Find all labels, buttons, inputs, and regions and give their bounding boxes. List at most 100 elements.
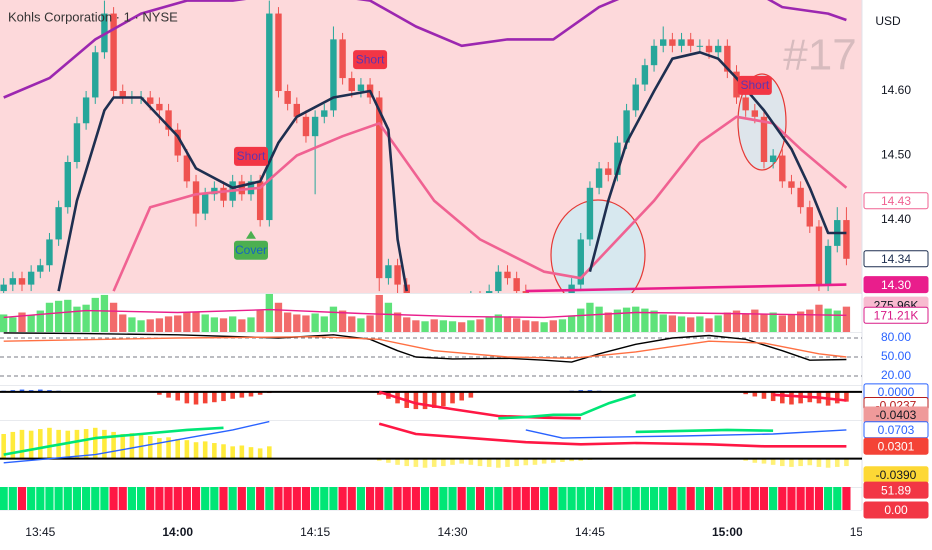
- volume-bar: [164, 316, 173, 332]
- candle-body: [46, 239, 53, 266]
- volume-bar: [577, 308, 585, 332]
- volume-bar: [540, 322, 548, 332]
- signal-block: [512, 487, 521, 510]
- volume-bar: [723, 312, 732, 332]
- histogram-bar: [166, 391, 171, 398]
- y-tick-label: 20.00: [881, 368, 911, 382]
- signal-block: [54, 487, 63, 510]
- signal-block: [292, 487, 301, 510]
- volume-bar: [677, 316, 686, 332]
- histogram-bar: [486, 458, 492, 467]
- price-tag-label: 14.30: [881, 278, 911, 292]
- indicator-pane: [0, 487, 862, 510]
- volume-bar: [393, 312, 402, 332]
- signal-block: [402, 487, 411, 510]
- signal-block: [329, 487, 338, 510]
- signal-block: [274, 487, 283, 510]
- signal-block: [787, 487, 796, 510]
- histogram-bar: [578, 458, 584, 461]
- volume-bar: [256, 310, 264, 332]
- histogram-bar: [38, 389, 43, 392]
- signal-block: [805, 487, 814, 510]
- candle-body: [27, 271, 35, 285]
- histogram-bar: [129, 433, 135, 459]
- histogram-bar: [212, 443, 217, 459]
- signal-block: [530, 487, 540, 510]
- volume-bar: [64, 299, 72, 332]
- x-tick-label: 14:30: [438, 525, 468, 539]
- signal-block: [686, 487, 695, 510]
- signal-block: [741, 487, 750, 510]
- indicator-line: [3, 0, 847, 99]
- price-tag: [863, 192, 929, 210]
- histogram-bar: [157, 391, 162, 395]
- candle-body: [806, 207, 813, 227]
- volume-bar: [448, 321, 457, 332]
- signal-block: [219, 487, 228, 510]
- annotation-label: Short: [740, 78, 769, 92]
- indicator-pane: [0, 332, 862, 377]
- histogram-bar: [551, 458, 556, 463]
- histogram-bar: [184, 391, 190, 404]
- price-tag-label: 0.00: [884, 503, 908, 517]
- candle-body: [302, 116, 310, 137]
- volume-bar: [366, 315, 374, 332]
- candle-body: [632, 84, 639, 111]
- candle-body: [339, 39, 346, 79]
- price-tag-label: 0.0000: [878, 385, 915, 399]
- candle-body: [714, 45, 722, 53]
- volume-bar: [329, 306, 338, 332]
- signal-block: [27, 487, 36, 510]
- signal-block: [118, 487, 127, 510]
- volume-bar: [512, 318, 521, 332]
- volume-bar: [632, 306, 640, 332]
- volume-bar: [265, 293, 273, 332]
- histogram-bar: [834, 391, 840, 404]
- candle-body: [284, 90, 291, 104]
- signal-block: [256, 487, 265, 510]
- histogram-bar: [560, 458, 565, 462]
- signal-block: [136, 487, 146, 510]
- histogram-bar: [111, 431, 116, 459]
- volume-bar: [558, 319, 567, 332]
- candle-body: [669, 39, 676, 46]
- signal-block: [375, 487, 384, 510]
- volume-bar: [348, 316, 356, 332]
- candle-body: [220, 187, 227, 201]
- volume-bar: [412, 320, 420, 332]
- candle-body: [605, 168, 612, 175]
- volume-bar: [842, 306, 851, 332]
- signal-block: [759, 487, 769, 510]
- histogram-bar: [413, 458, 419, 467]
- volume-bar: [274, 302, 283, 332]
- histogram-bar: [532, 458, 538, 465]
- candle-body: [357, 84, 365, 91]
- x-tick-label: 15:00: [712, 525, 743, 539]
- signal-block: [63, 487, 72, 510]
- price-tag-label: 14.34: [881, 252, 911, 266]
- volume-bar: [796, 311, 805, 332]
- volume-bar: [100, 294, 109, 332]
- histogram-bar: [193, 391, 199, 405]
- y-tick-label: 80.00: [881, 330, 911, 344]
- indicator-pane: [0, 420, 862, 468]
- signal-block: [347, 487, 356, 510]
- candle-body: [174, 129, 181, 156]
- annotation-label: Short: [356, 52, 385, 66]
- histogram-bar: [239, 445, 245, 459]
- histogram-bar: [505, 458, 510, 467]
- candle-body: [623, 110, 630, 143]
- signal-block: [8, 487, 17, 510]
- signal-block: [201, 487, 210, 510]
- histogram-bar: [28, 430, 34, 459]
- histogram-bar: [450, 458, 455, 465]
- volume-bar: [91, 297, 99, 332]
- signal-block: [750, 487, 759, 510]
- histogram-bar: [1, 433, 6, 459]
- candle-body: [211, 187, 218, 195]
- volume-bar: [650, 310, 658, 332]
- candle-body: [797, 187, 804, 208]
- volume-bar: [128, 317, 136, 332]
- volume-bar: [119, 314, 127, 332]
- histogram-bar: [541, 458, 547, 464]
